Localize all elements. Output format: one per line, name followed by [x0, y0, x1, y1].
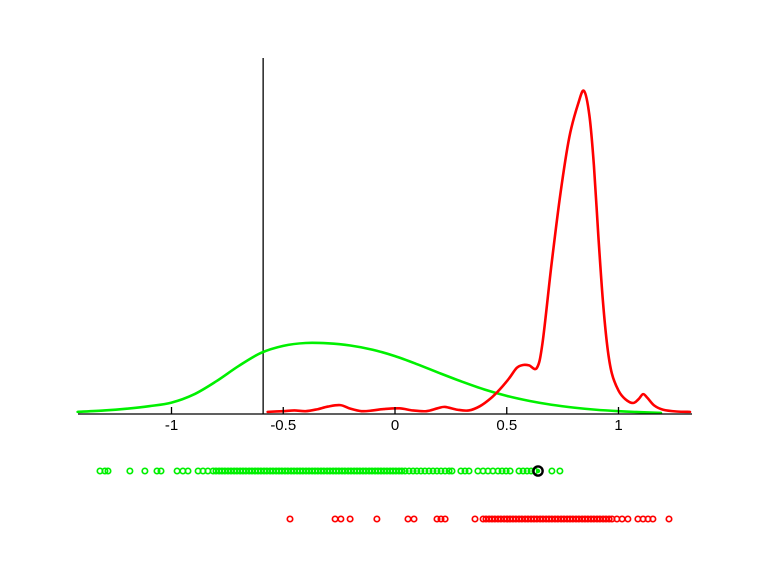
green-rug-point [548, 467, 556, 475]
green-rug-point [556, 467, 564, 475]
green-rug-point [173, 467, 181, 475]
red-density-curve [266, 89, 692, 414]
green-rug-point [405, 467, 413, 475]
green-rug-point [417, 467, 425, 475]
green-rug-point [184, 467, 192, 475]
x-tick-label: 1 [614, 417, 622, 434]
red-rug-point [437, 515, 445, 523]
red-rug-point [605, 515, 613, 523]
green-rug-point [398, 467, 406, 475]
green-rug-point [515, 467, 523, 475]
green-rug-point [433, 467, 441, 475]
green-rug-point [465, 467, 473, 475]
red-rug-point [665, 515, 673, 523]
green-rug-point [126, 467, 134, 475]
green-rug-point [421, 467, 429, 475]
red-rug-point [404, 515, 412, 523]
red-rug-point [624, 515, 632, 523]
red-rug-point [331, 515, 339, 523]
x-tick-label: 0 [391, 417, 399, 434]
green-rug-point [441, 467, 449, 475]
green-rug-point [157, 467, 165, 475]
rug-rows-group [96, 467, 673, 523]
red-rug-point [433, 515, 441, 523]
red-rug-point [286, 515, 294, 523]
green-samples-rug-row [96, 467, 564, 475]
green-rug-point [494, 467, 502, 475]
green-rug-point [401, 467, 409, 475]
x-tick-label: -0.5 [270, 417, 296, 434]
green-rug-point [448, 467, 456, 475]
green-rug-point [445, 467, 453, 475]
highlighted-sample-marker [532, 465, 544, 477]
x-tick-label: -1 [165, 417, 178, 434]
density-curves-group [76, 89, 692, 415]
red-rug-point [471, 515, 479, 523]
red-rug-point [346, 515, 354, 523]
highlighted-sample-inner-dot [535, 468, 541, 474]
green-rug-point [101, 467, 109, 475]
green-rug-point [409, 467, 417, 475]
red-rug-point [373, 515, 381, 523]
green-rug-point [437, 467, 445, 475]
red-samples-rug-row [286, 515, 673, 523]
red-rug-point [618, 515, 626, 523]
green-rug-point [502, 467, 510, 475]
green-rug-point [457, 467, 465, 475]
green-rug-point [429, 467, 437, 475]
red-rug-point [337, 515, 345, 523]
green-rug-point [498, 467, 506, 475]
green-rug-point [523, 467, 531, 475]
green-rug-point [519, 467, 527, 475]
red-rug-point [649, 515, 657, 523]
red-rug-point [410, 515, 418, 523]
x-axis-group: -1 -0.5 0 0.5 1 [78, 407, 692, 434]
green-rug-point [506, 467, 514, 475]
green-rug-point [425, 467, 433, 475]
green-rug-point [141, 467, 149, 475]
red-rug-point [441, 515, 449, 523]
green-rug-point [104, 467, 112, 475]
green-rug-point [461, 467, 469, 475]
green-rug-point [413, 467, 421, 475]
green-rug-point [153, 467, 161, 475]
highlight-group [532, 465, 544, 477]
x-tick-label: 0.5 [496, 417, 517, 434]
green-density-curve [76, 341, 663, 415]
